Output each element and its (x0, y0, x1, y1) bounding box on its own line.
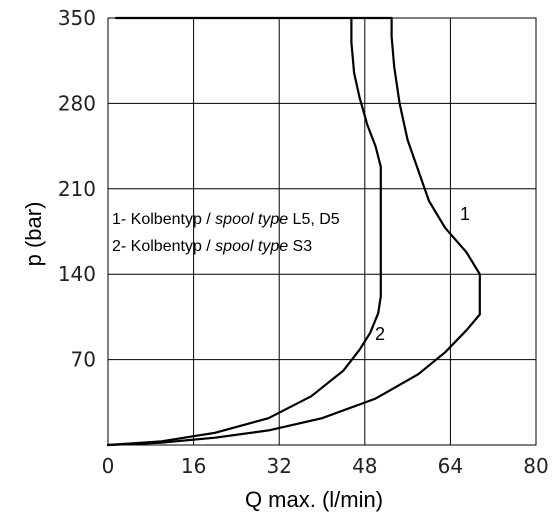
series-2-label: 2 (375, 324, 385, 344)
plot-frame (107, 17, 537, 446)
x-tick-label: 32 (266, 454, 291, 478)
x-tick-label: 80 (523, 454, 548, 478)
series-line-2 (106, 16, 382, 447)
y-axis-label: p (bar) (21, 202, 46, 267)
y-tick-label: 140 (58, 262, 96, 286)
legend-entry-1: 1- Kolbentyp / spool type L5, D5 (112, 211, 340, 228)
series-1-label: 1 (460, 204, 470, 224)
y-tick-label: 70 (71, 348, 96, 372)
y-tick-label: 210 (58, 177, 96, 201)
x-tick-label: 48 (352, 454, 377, 478)
y-tick-label: 350 (58, 6, 96, 30)
x-tick-label: 64 (438, 454, 463, 478)
x-tick-label: 0 (102, 454, 115, 478)
y-tick-label: 280 (58, 91, 96, 115)
x-axis-label: Q max. (l/min) (245, 487, 383, 512)
chart-series (106, 16, 481, 447)
chart-ticks: 0 16 32 48 64 80 70 140 210 280 350 (58, 6, 549, 478)
series-line-1 (106, 16, 481, 447)
x-tick-label: 16 (181, 454, 206, 478)
chart-grid (107, 17, 537, 446)
legend-entry-2: 2- Kolbentyp / spool type S3 (112, 238, 312, 255)
